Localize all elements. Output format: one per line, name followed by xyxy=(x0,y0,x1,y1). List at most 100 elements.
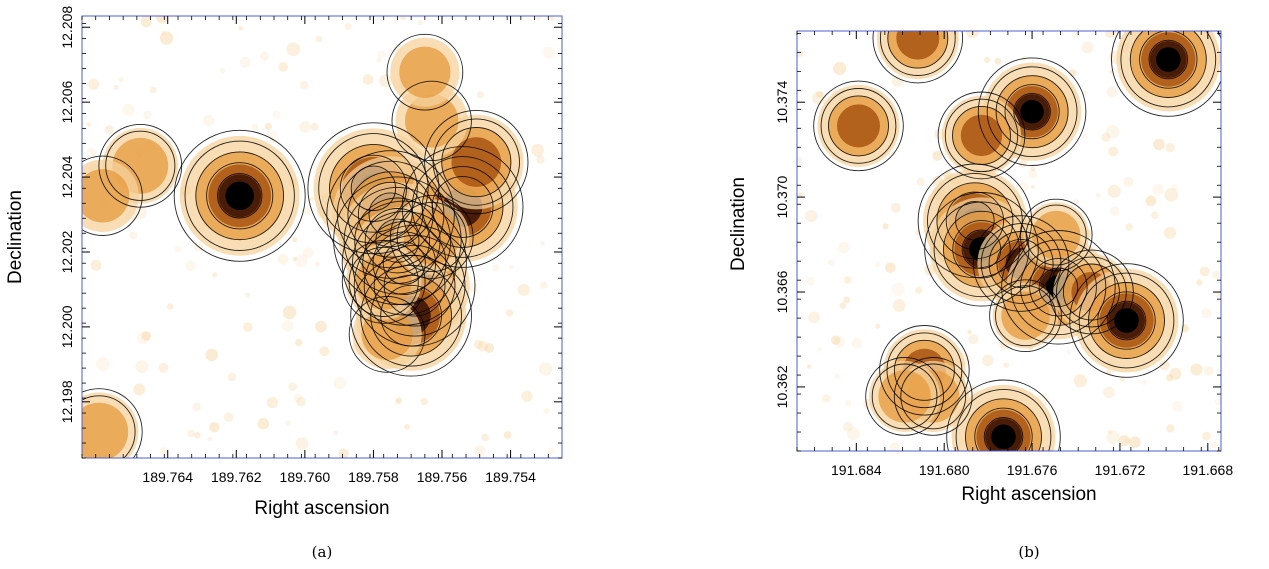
contour-line xyxy=(952,220,1011,279)
noise-speckle xyxy=(192,402,202,412)
noise-speckle xyxy=(517,283,530,296)
noise-speckle xyxy=(309,197,314,202)
contour-line xyxy=(1097,291,1156,350)
noise-speckle xyxy=(805,210,818,223)
contour-line xyxy=(82,155,143,236)
source-intensity-level xyxy=(225,181,254,211)
noise-speckle xyxy=(843,276,852,284)
noise-speckle xyxy=(503,431,512,439)
source-intensity-level xyxy=(1032,210,1081,260)
contour-line xyxy=(375,218,420,263)
noise-speckle xyxy=(1109,206,1120,217)
noise-speckle xyxy=(270,139,275,144)
noise-speckle xyxy=(296,396,306,407)
noise-speckle xyxy=(1030,184,1036,189)
noise-speckle xyxy=(303,206,312,215)
source-intensity-level xyxy=(403,209,460,265)
contour-line xyxy=(391,80,472,162)
noise-speckle xyxy=(221,455,226,458)
contour-layer xyxy=(813,31,1221,451)
contour-line xyxy=(326,150,455,279)
noise-speckle xyxy=(1166,374,1174,382)
noise-speckle xyxy=(834,373,840,380)
noise-speckle xyxy=(1196,279,1203,286)
contour-line xyxy=(996,238,1046,289)
contour-line xyxy=(879,325,970,416)
noise-speckle xyxy=(1199,266,1210,277)
contour-line xyxy=(1049,249,1134,335)
noise-speckle xyxy=(843,296,851,304)
noise-speckle xyxy=(1003,362,1009,368)
source-intensity-level xyxy=(878,370,931,423)
noise-speckle xyxy=(1211,441,1218,448)
noise-speckle xyxy=(1120,377,1125,382)
noise-speckle xyxy=(1095,193,1101,198)
contour-line xyxy=(1062,263,1120,321)
noise-speckle xyxy=(292,237,298,243)
noise-speckle xyxy=(118,76,124,83)
noise-speckle xyxy=(377,50,386,59)
contour-line xyxy=(955,201,995,241)
contour-line xyxy=(1025,204,1087,266)
contour-line xyxy=(1029,258,1088,317)
y-tick-label: 12.204 xyxy=(59,155,75,198)
noise-speckle xyxy=(1066,349,1072,355)
noise-speckle xyxy=(379,74,393,88)
noise-speckle xyxy=(477,340,489,352)
contour-line xyxy=(1111,31,1221,117)
contour-line xyxy=(944,98,1019,173)
noise-speckle xyxy=(208,436,212,441)
source-intensity-level xyxy=(1001,291,1050,340)
y-axis-ticks: 10.362 10.366 10.370 10.374 xyxy=(774,32,1221,452)
noise-speckle xyxy=(1106,86,1118,98)
noise-speckle xyxy=(167,303,174,310)
contour-line xyxy=(972,215,1070,312)
noise-speckle xyxy=(549,16,555,21)
contour-line xyxy=(217,173,263,219)
noise-speckle xyxy=(474,445,486,457)
plot-frame xyxy=(81,15,563,459)
contour-layer xyxy=(82,33,529,458)
source-intensity-level xyxy=(1156,47,1181,72)
x-axis-title: Right ascension xyxy=(254,498,389,519)
contour-line xyxy=(974,407,1033,451)
contour-line xyxy=(421,166,504,248)
noise-speckle xyxy=(333,377,346,390)
y-tick-label: 12.198 xyxy=(59,380,75,423)
noise-speckle xyxy=(1107,429,1113,435)
contour-line xyxy=(989,279,1062,353)
noise-speckle xyxy=(104,125,114,134)
contour-line xyxy=(380,284,442,347)
noise-speckle xyxy=(812,91,826,106)
contour-line xyxy=(350,165,397,211)
noise-speckle xyxy=(834,336,846,348)
contour-line xyxy=(1019,248,1097,326)
noise-speckle xyxy=(882,223,889,230)
contour-line xyxy=(441,127,512,198)
noise-speckle xyxy=(542,46,555,59)
noise-speckle xyxy=(1163,226,1177,239)
noise-speckle xyxy=(333,430,338,436)
source-intensity-level xyxy=(399,46,451,98)
noise-speckle xyxy=(90,259,102,271)
noise-speckle xyxy=(220,68,226,74)
noise-speckle xyxy=(310,122,319,131)
noise-speckle xyxy=(394,399,401,406)
x-tick-label: 191.676 xyxy=(1007,462,1058,478)
contour-line xyxy=(363,234,466,337)
contour-line xyxy=(105,130,176,201)
noise-speckle xyxy=(505,309,514,317)
x-tick-label: 189.764 xyxy=(142,469,193,485)
noise-speckle xyxy=(984,56,991,64)
noise-speckle xyxy=(1019,159,1027,168)
y-axis-title: Declination xyxy=(5,190,26,284)
noise-speckle xyxy=(806,277,815,286)
contour-line xyxy=(865,357,944,436)
contour-line xyxy=(1148,39,1189,80)
noise-speckle xyxy=(1030,166,1036,172)
contour-line xyxy=(986,66,1078,158)
noise-speckle xyxy=(968,334,979,345)
noise-speckle xyxy=(1203,366,1214,376)
contour-line xyxy=(995,285,1056,347)
noise-speckle xyxy=(1072,31,1079,39)
